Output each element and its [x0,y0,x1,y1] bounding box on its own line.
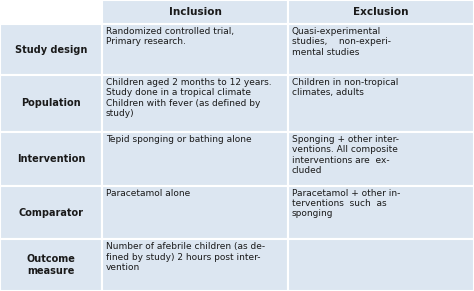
Text: Paracetamol alone: Paracetamol alone [106,189,190,198]
Bar [102,132,288,186]
Text: Paracetamol + other in-
terventions  such  as
sponging: Paracetamol + other in- terventions such… [292,189,401,218]
Bar [102,75,288,132]
Text: Inclusion: Inclusion [169,7,221,17]
Text: Outcome
measure: Outcome measure [27,254,75,276]
Bar [0,0,102,24]
Text: Intervention: Intervention [17,154,85,164]
Text: Randomized controlled trial,
Primary research.: Randomized controlled trial, Primary res… [106,27,234,47]
Text: Children aged 2 months to 12 years.
Study done in a tropical climate
Children wi: Children aged 2 months to 12 years. Stud… [106,78,271,118]
Text: Exclusion: Exclusion [353,7,409,17]
Bar [102,186,288,239]
Text: Children in non-tropical
climates, adults: Children in non-tropical climates, adult… [292,78,398,97]
Bar [0,24,102,75]
Bar [0,132,102,186]
Text: Tepid sponging or bathing alone: Tepid sponging or bathing alone [106,135,251,144]
Text: Comparator: Comparator [18,207,83,218]
Text: Number of afebrile children (as de-
fined by study) 2 hours post inter-
vention: Number of afebrile children (as de- fine… [106,242,265,272]
Bar [288,75,474,132]
Bar [0,75,102,132]
Bar [0,239,102,291]
Text: Population: Population [21,98,81,109]
Bar [0,186,102,239]
Text: Study design: Study design [15,45,87,55]
Text: Quasi-experimental
studies,    non-experi-
mental studies: Quasi-experimental studies, non-experi- … [292,27,391,57]
Text: Sponging + other inter-
ventions. All composite
interventions are  ex-
cluded: Sponging + other inter- ventions. All co… [292,135,399,175]
Bar [102,239,288,291]
Bar [288,24,474,75]
Bar [288,186,474,239]
Bar [102,24,288,75]
Bar [288,0,474,24]
Bar [288,132,474,186]
Bar [102,0,288,24]
Bar [288,239,474,291]
